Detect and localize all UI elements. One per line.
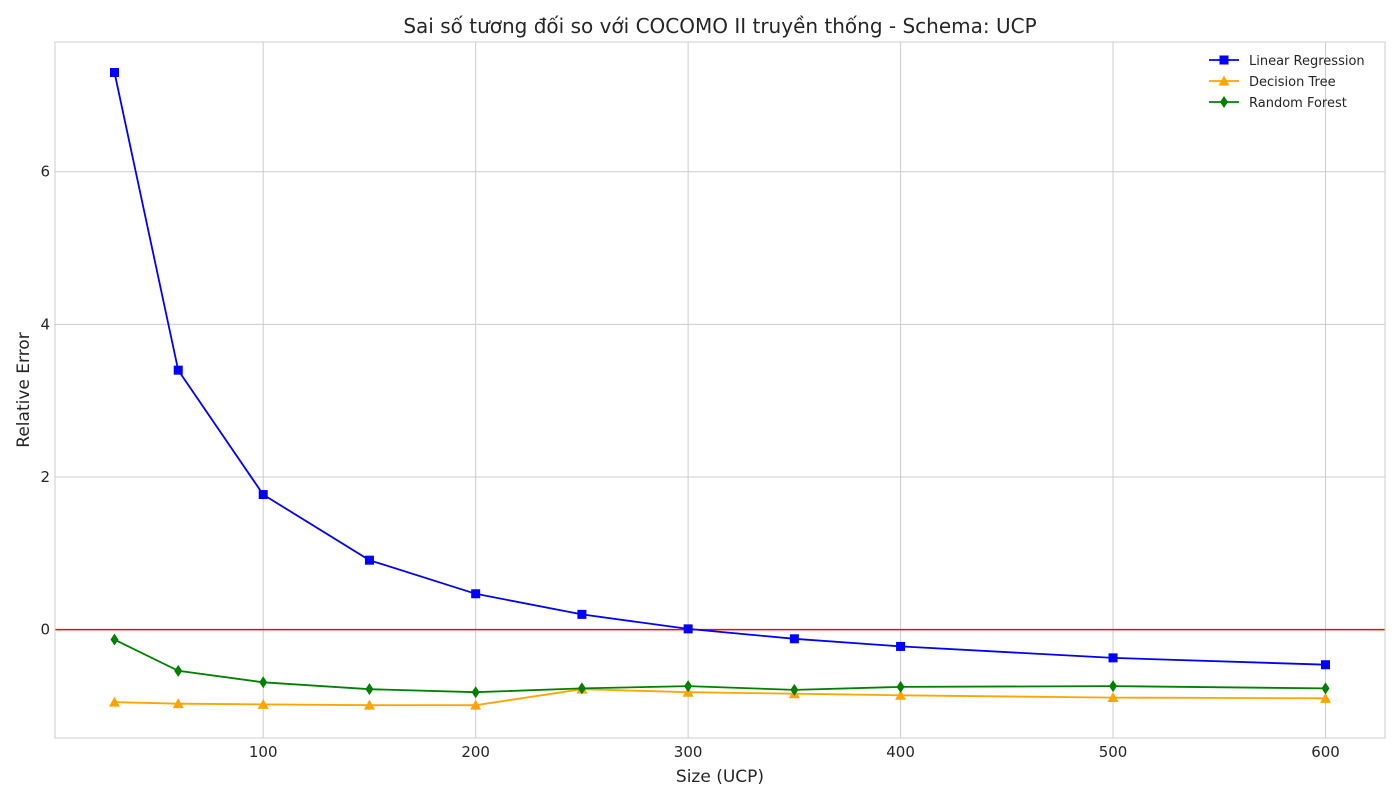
x-tick-label: 500 xyxy=(1099,743,1128,761)
y-tick-label: 6 xyxy=(40,163,50,181)
series-random-forest xyxy=(110,633,1330,699)
data-point-linear-regression xyxy=(1321,660,1331,670)
x-tick-label: 600 xyxy=(1311,743,1340,761)
data-point-decision-tree xyxy=(470,699,482,710)
data-point-random-forest xyxy=(110,633,119,646)
legend-item-random-forest: Random Forest xyxy=(1209,96,1347,111)
data-point-decision-tree xyxy=(363,699,375,710)
x-tick-label: 200 xyxy=(461,743,490,761)
legend-label: Decision Tree xyxy=(1249,75,1336,90)
y-tick-label: 0 xyxy=(40,621,50,639)
x-tick-label: 400 xyxy=(886,743,915,761)
data-point-linear-regression xyxy=(577,609,587,619)
legend-marker xyxy=(1218,75,1230,86)
data-point-linear-regression xyxy=(789,634,799,644)
data-point-decision-tree xyxy=(108,696,120,707)
x-tick-label: 100 xyxy=(249,743,278,761)
y-tick-label: 4 xyxy=(40,315,50,333)
data-point-decision-tree xyxy=(1107,692,1119,703)
data-point-linear-regression xyxy=(1108,653,1118,663)
data-point-decision-tree xyxy=(895,689,907,700)
legend-item-decision-tree: Decision Tree xyxy=(1209,75,1336,90)
legend-label: Random Forest xyxy=(1249,96,1347,111)
tick-labels: 100 200 300 400 500 600 0 2 4 6 xyxy=(40,163,1339,761)
y-tick-label: 2 xyxy=(40,468,50,486)
series-line-random-forest xyxy=(114,638,1326,694)
legend-item-linear-regression: Linear Regression xyxy=(1209,54,1365,69)
data-point-random-forest xyxy=(174,664,183,677)
data-point-random-forest xyxy=(896,680,905,693)
data-point-linear-regression xyxy=(364,555,374,565)
series-group xyxy=(108,68,1332,710)
data-point-decision-tree xyxy=(172,698,184,709)
data-point-random-forest xyxy=(471,686,480,699)
x-tick-label: 300 xyxy=(674,743,703,761)
legend-marker xyxy=(1219,55,1229,65)
data-point-random-forest xyxy=(1109,680,1118,693)
plot-frame xyxy=(54,41,1386,739)
series-line-linear-regression xyxy=(113,72,1326,666)
x-axis-label: Size (UCP) xyxy=(676,767,764,787)
data-point-decision-tree xyxy=(257,698,269,709)
legend-marker xyxy=(1220,96,1228,108)
data-point-random-forest xyxy=(259,676,268,689)
data-point-random-forest xyxy=(790,683,799,696)
series-line-decision-tree xyxy=(114,688,1326,707)
data-point-decision-tree xyxy=(1320,692,1332,703)
y-axis-label: Relative Error xyxy=(14,332,34,447)
legend: Linear Regression Decision Tree Random For… xyxy=(1209,54,1365,111)
data-point-random-forest xyxy=(1321,682,1330,695)
data-point-linear-regression xyxy=(173,365,183,375)
data-point-linear-regression xyxy=(471,589,481,599)
data-point-random-forest xyxy=(577,682,586,695)
data-point-linear-regression xyxy=(109,68,119,78)
data-point-random-forest xyxy=(684,680,693,693)
data-point-random-forest xyxy=(365,683,374,696)
data-point-linear-regression xyxy=(258,490,268,500)
data-point-linear-regression xyxy=(896,641,906,651)
series-linear-regression xyxy=(109,68,1331,670)
data-point-linear-regression xyxy=(683,624,693,634)
chart-title: Sai số tương đối so với COCOMO II truyền… xyxy=(403,14,1036,38)
grid xyxy=(55,42,1385,738)
legend-label: Linear Regression xyxy=(1249,54,1365,69)
